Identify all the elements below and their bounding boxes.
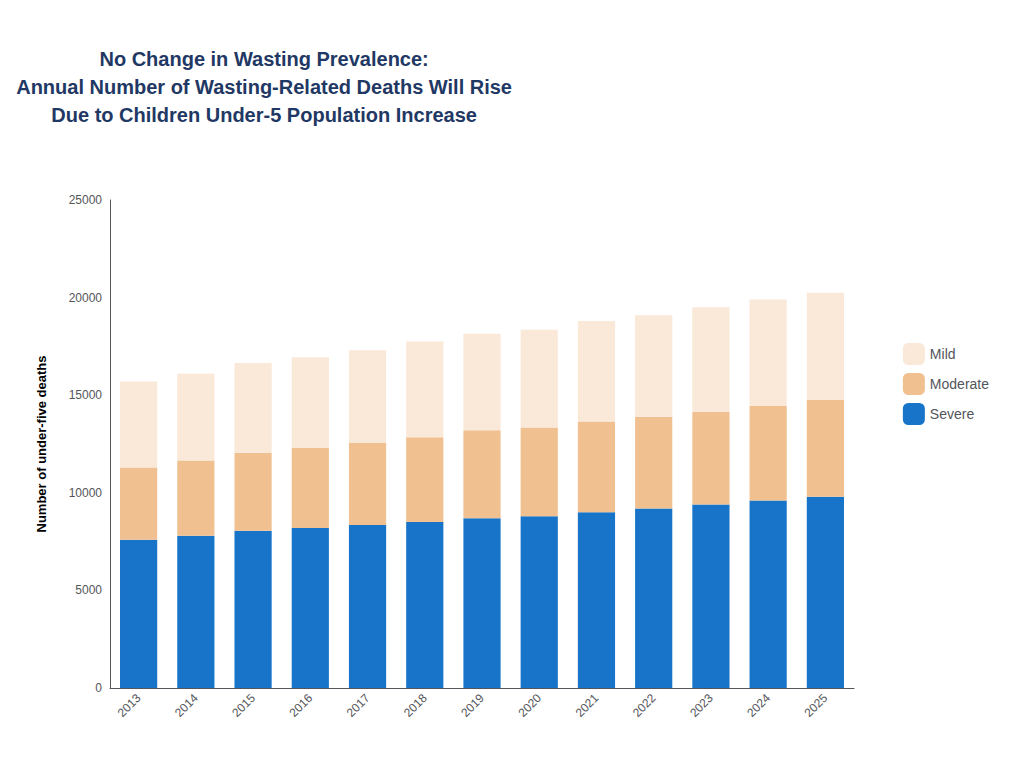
svg-text:20000: 20000: [69, 291, 103, 305]
svg-text:Mild: Mild: [930, 346, 956, 362]
svg-text:2023: 2023: [687, 691, 716, 720]
svg-text:Annual Number of Wasting-Relat: Annual Number of Wasting-Related Deaths …: [16, 76, 512, 98]
svg-text:2021: 2021: [573, 691, 602, 720]
svg-text:2016: 2016: [286, 691, 315, 720]
svg-text:Moderate: Moderate: [930, 376, 989, 392]
svg-text:15000: 15000: [69, 388, 103, 402]
svg-text:2020: 2020: [515, 691, 544, 720]
svg-text:Due to Children Under-5 Popula: Due to Children Under-5 Population Incre…: [51, 104, 477, 126]
svg-text:5000: 5000: [75, 583, 102, 597]
svg-text:2014: 2014: [172, 691, 201, 720]
svg-text:Severe: Severe: [930, 406, 975, 422]
svg-text:2017: 2017: [344, 691, 373, 720]
svg-text:2018: 2018: [401, 691, 430, 720]
svg-text:2025: 2025: [802, 691, 831, 720]
svg-text:2013: 2013: [115, 691, 144, 720]
svg-text:10000: 10000: [69, 486, 103, 500]
svg-text:No Change in Wasting Prevalenc: No Change in Wasting Prevalence:: [99, 48, 428, 70]
svg-text:Number of under-five deaths: Number of under-five deaths: [34, 356, 49, 533]
svg-text:2015: 2015: [229, 691, 258, 720]
svg-text:2019: 2019: [458, 691, 487, 720]
svg-text:0: 0: [95, 681, 102, 695]
svg-text:2024: 2024: [744, 691, 773, 720]
svg-text:25000: 25000: [69, 193, 103, 207]
svg-text:2022: 2022: [630, 691, 659, 720]
